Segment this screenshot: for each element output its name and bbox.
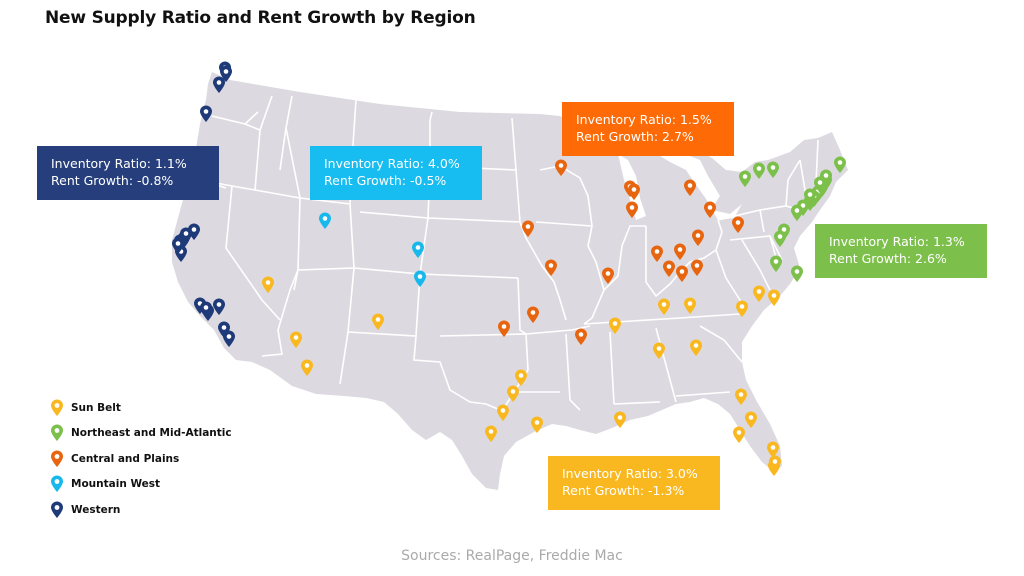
callout-mountain-west-rent: Rent Growth: -0.5% <box>324 173 447 188</box>
callout-sun-belt-rent: Rent Growth: -1.3% <box>562 483 685 498</box>
map-pin-sun-belt <box>769 455 781 472</box>
map-pin-sun-belt <box>684 297 696 314</box>
legend-label: Mountain West <box>71 478 161 491</box>
map-pin-northeast <box>774 230 786 247</box>
map-pin-central <box>498 320 510 337</box>
map-pin-sun-belt <box>614 411 626 428</box>
map-pin-central <box>663 260 675 277</box>
callout-mountain-west-inventory: Inventory Ratio: 4.0% <box>324 156 460 171</box>
map-pin-central <box>691 259 703 276</box>
callout-mountain-west: Inventory Ratio: 4.0% Rent Growth: -0.5% <box>310 146 482 200</box>
map-pin-central <box>692 229 704 246</box>
map-pin-western <box>213 298 225 315</box>
map-pin-central <box>527 306 539 323</box>
callout-western-rent: Rent Growth: -0.8% <box>51 173 174 188</box>
legend: Sun Belt Northeast and Mid-Atlantic Cent… <box>50 395 232 523</box>
map-pin-sun-belt <box>497 404 509 421</box>
map-pin-central <box>732 216 744 233</box>
map-pin-western <box>200 301 212 318</box>
map-pin-central <box>575 328 587 345</box>
map-pin-sun-belt <box>753 285 765 302</box>
map-pin-central <box>602 267 614 284</box>
map-pin-northeast <box>753 162 765 179</box>
map-pin-central <box>626 201 638 218</box>
map-pin-sun-belt <box>658 298 670 315</box>
map-pin-northeast <box>791 204 803 221</box>
map-pin-northeast <box>767 161 779 178</box>
map-pin-sun-belt <box>736 300 748 317</box>
legend-label: Central and Plains <box>71 452 180 465</box>
legend-item-mountain-west: Mountain West <box>50 472 232 498</box>
legend-item-sun-belt: Sun Belt <box>50 395 232 421</box>
map-pin-western <box>200 105 212 122</box>
map-pin-central <box>676 265 688 282</box>
callout-sun-belt-inventory: Inventory Ratio: 3.0% <box>562 466 698 481</box>
pin-icon <box>51 501 63 518</box>
map-pin-sun-belt <box>735 388 747 405</box>
map-pin-sun-belt <box>531 416 543 433</box>
map-pin-mountain-west <box>414 270 426 287</box>
pin-icon <box>51 475 63 493</box>
map-pin-sun-belt <box>733 426 745 443</box>
legend-item-western: Western <box>50 497 232 523</box>
map-pin-northeast <box>814 176 826 193</box>
map-pin-sun-belt <box>767 441 779 458</box>
map-pin-central <box>704 201 716 218</box>
callout-northeast: Inventory Ratio: 1.3% Rent Growth: 2.6% <box>815 224 987 278</box>
map-pin-central <box>522 220 534 237</box>
map-pin-western <box>223 330 235 347</box>
map-pin-sun-belt <box>485 425 497 442</box>
legend-label: Northeast and Mid-Atlantic <box>71 427 232 440</box>
callout-central-inventory: Inventory Ratio: 1.5% <box>576 112 712 127</box>
sources-note: Sources: RealPage, Freddie Mac <box>401 548 623 564</box>
map-pin-sun-belt <box>609 317 621 334</box>
map-pin-western <box>180 227 192 244</box>
pin-icon <box>51 424 63 442</box>
map-pin-sun-belt <box>653 342 665 359</box>
map-pin-sun-belt <box>262 276 274 293</box>
map-pin-sun-belt <box>372 313 384 330</box>
map-pin-sun-belt <box>507 385 519 402</box>
markers-layer <box>172 61 846 476</box>
legend-item-northeast: Northeast and Mid-Atlantic <box>50 421 232 447</box>
map-pin-mountain-west <box>412 241 424 258</box>
callout-central-rent: Rent Growth: 2.7% <box>576 129 694 144</box>
map-pin-mountain-west <box>319 212 331 229</box>
map-pin-central <box>651 245 663 262</box>
callout-sun-belt: Inventory Ratio: 3.0% Rent Growth: -1.3% <box>548 456 720 510</box>
map-pin-sun-belt <box>745 411 757 428</box>
map-pin-central <box>684 179 696 196</box>
callout-western: Inventory Ratio: 1.1% Rent Growth: -0.8% <box>37 146 219 200</box>
map-pin-northeast <box>834 156 846 173</box>
map-pin-central <box>555 159 567 176</box>
callout-northeast-rent: Rent Growth: 2.6% <box>829 251 947 266</box>
pin-icon <box>51 399 63 416</box>
pin-icon <box>51 450 63 467</box>
map-pin-western <box>213 76 225 93</box>
legend-label: Western <box>71 503 121 516</box>
map-pin-northeast <box>739 170 751 187</box>
callout-northeast-inventory: Inventory Ratio: 1.3% <box>829 234 965 249</box>
map-pin-central <box>674 243 686 260</box>
map-pin-sun-belt <box>768 289 780 306</box>
chart-title: New Supply Ratio and Rent Growth by Regi… <box>45 8 476 28</box>
map-pin-central <box>545 259 557 276</box>
map-pin-western <box>220 65 232 82</box>
map-pin-northeast <box>804 188 816 205</box>
map-pin-sun-belt <box>301 359 313 376</box>
map-pin-sun-belt <box>515 369 527 386</box>
legend-label: Sun Belt <box>71 401 121 414</box>
callout-central: Inventory Ratio: 1.5% Rent Growth: 2.7% <box>562 102 734 156</box>
map-pin-central <box>628 183 640 200</box>
map-pin-northeast <box>791 265 803 282</box>
legend-item-central: Central and Plains <box>50 446 232 472</box>
map-pin-western <box>172 237 184 254</box>
map-pin-sun-belt <box>690 339 702 356</box>
map-pin-northeast <box>770 255 782 272</box>
callout-western-inventory: Inventory Ratio: 1.1% <box>51 156 187 171</box>
map-pin-sun-belt <box>290 331 302 348</box>
